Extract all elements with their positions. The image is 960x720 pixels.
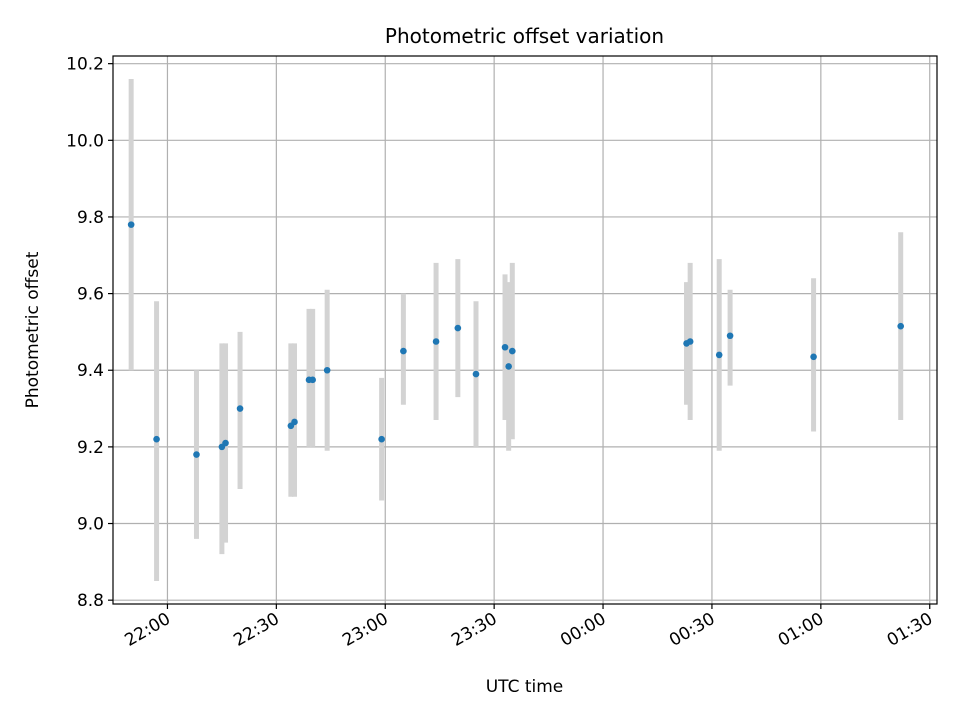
data-point [715, 351, 723, 359]
data-point [222, 439, 229, 447]
data-point [508, 347, 516, 355]
data-point [193, 451, 200, 458]
y-axis-label: Photometric offset [23, 251, 43, 408]
y-tick-label: 10.0 [66, 131, 104, 151]
grid [113, 56, 937, 604]
chart-title: Photometric offset variation [385, 24, 664, 48]
data-point [323, 366, 331, 374]
data-point [127, 221, 135, 228]
markers [127, 221, 905, 458]
y-tick-label: 9.8 [77, 208, 104, 228]
y-tick-label: 10.2 [66, 55, 104, 75]
data-point [236, 405, 244, 412]
data-point [454, 324, 462, 332]
data-point [686, 338, 694, 345]
data-point [501, 343, 509, 351]
data-point [810, 353, 817, 361]
data-point [309, 376, 316, 384]
plot-frame [112, 55, 938, 605]
y-tick-label: 9.4 [77, 361, 104, 381]
y-tick-label: 9.6 [77, 285, 104, 305]
data-point [726, 332, 734, 340]
x-axis-label: UTC time [486, 677, 564, 697]
data-point [472, 370, 480, 378]
y-tick-label: 9.2 [77, 438, 104, 458]
data-point [505, 363, 512, 370]
data-point [400, 347, 407, 355]
data-point [432, 338, 440, 345]
y-tick-label: 9.0 [77, 515, 104, 535]
y-tick-label: 8.8 [77, 591, 104, 611]
y-axis: 8.8 9.0 9.2 9.4 9.6 9.8 10.0 10.2 [66, 55, 113, 611]
data-point [153, 435, 160, 443]
data-point [897, 322, 905, 330]
data-point [291, 418, 298, 426]
data-point [378, 435, 385, 443]
